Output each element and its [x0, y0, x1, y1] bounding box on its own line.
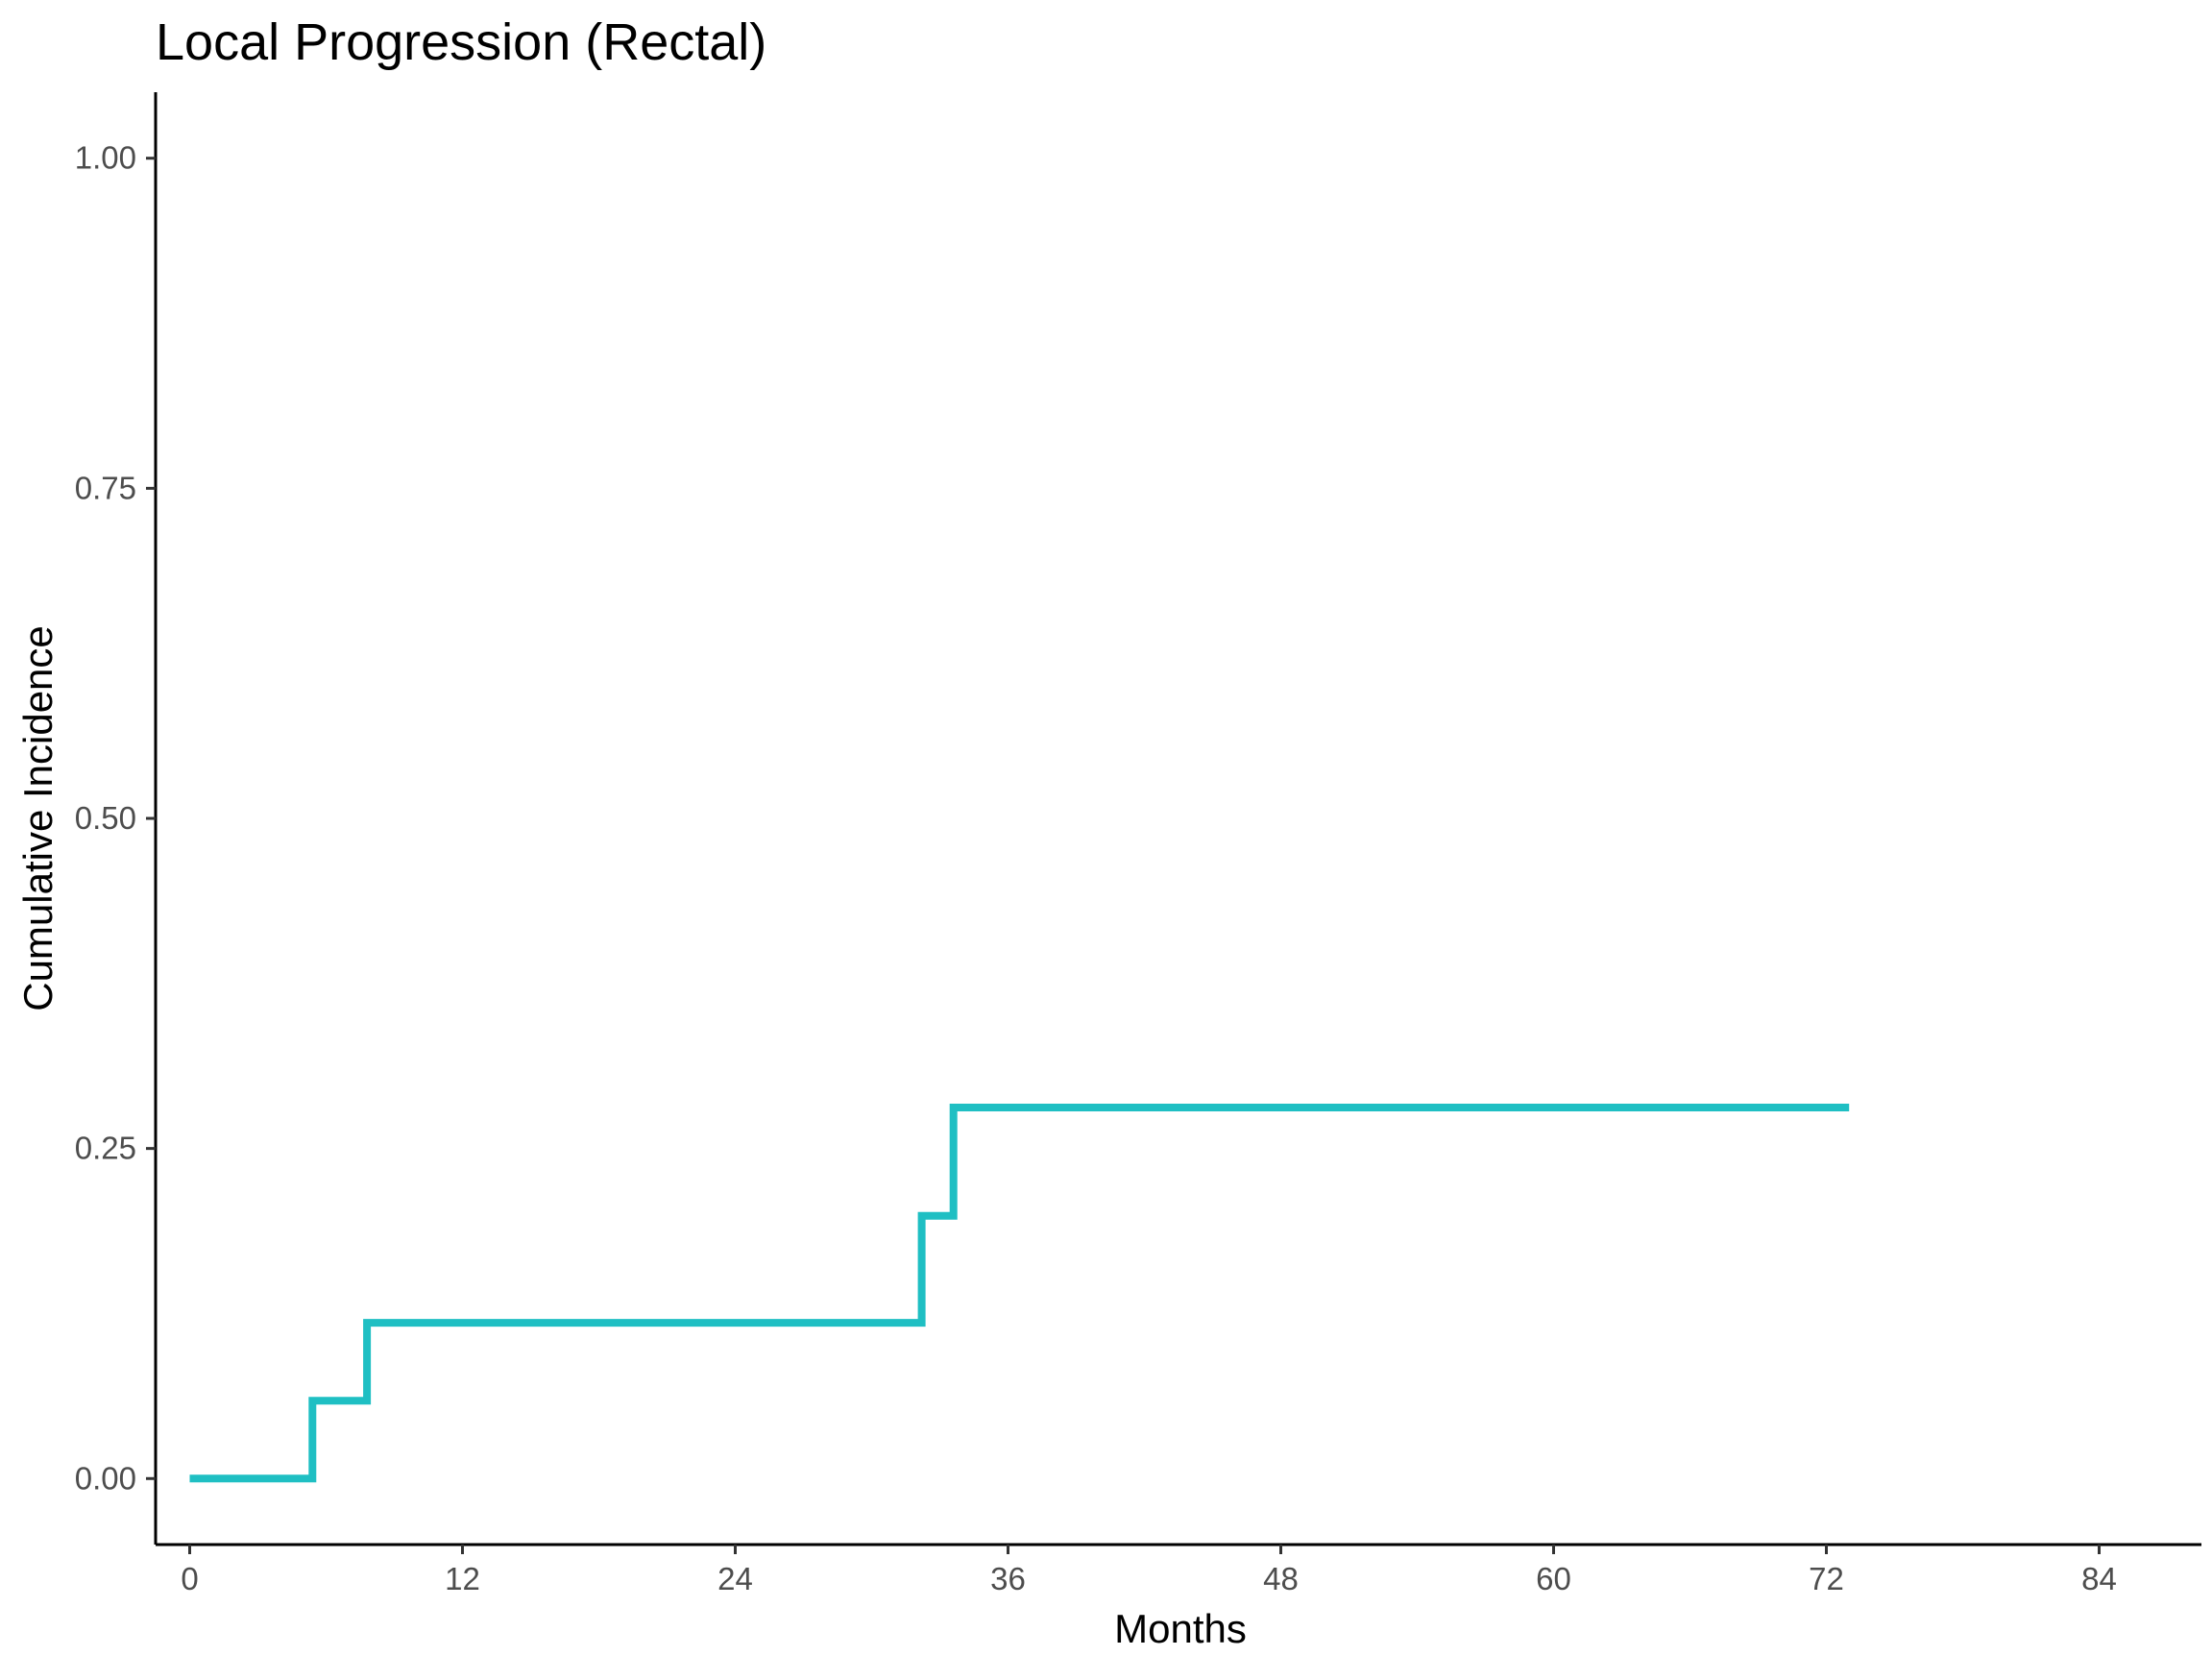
- y-tick-label: 0.75: [75, 470, 136, 505]
- y-axis-label: Cumulative Incidence: [15, 625, 61, 1011]
- y-tick-label: 0.50: [75, 800, 136, 836]
- x-tick-label: 48: [1263, 1561, 1299, 1596]
- chart-title: Local Progression (Rectal): [156, 13, 766, 71]
- plot-area: 0.00 0.25 0.50 0.75 1.00 0 12 24 36 48 60 72 84: [75, 92, 2201, 1596]
- x-tick-label: 72: [1809, 1561, 1844, 1596]
- x-tick-label: 0: [181, 1561, 198, 1596]
- series-line: [189, 1104, 1850, 1483]
- x-tick-label: 24: [717, 1561, 753, 1596]
- x-tick-label: 36: [990, 1561, 1026, 1596]
- x-tick-label: 12: [445, 1561, 480, 1596]
- y-tick-label: 0.25: [75, 1131, 136, 1166]
- y-tick-label: 1.00: [75, 140, 136, 176]
- x-tick-label: 60: [1536, 1561, 1571, 1596]
- x-tick-label: 84: [2081, 1561, 2117, 1596]
- x-axis-label: Months: [1114, 1606, 1247, 1651]
- y-tick-label: 0.00: [75, 1460, 136, 1496]
